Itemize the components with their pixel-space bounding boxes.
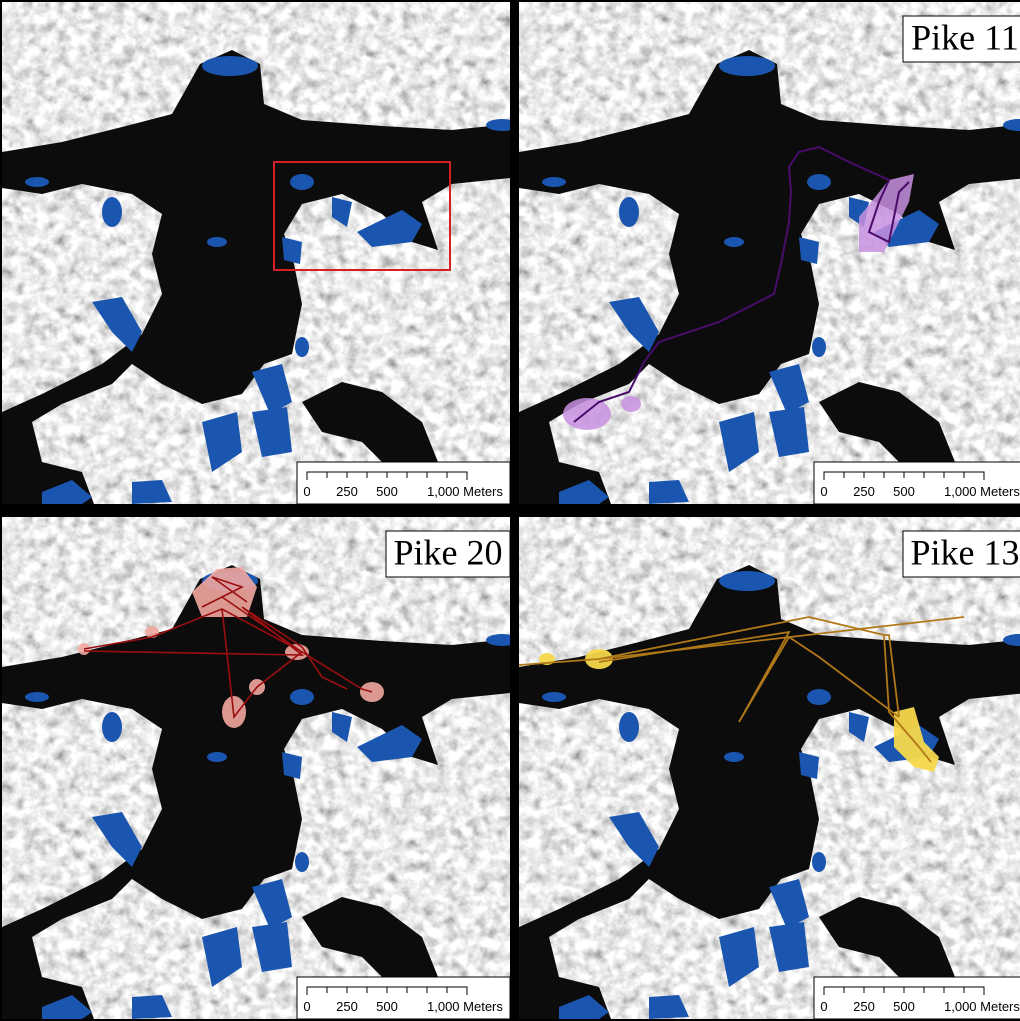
scale-label: 1,000 Meters [944,999,1020,1014]
scale-label: 0 [303,484,310,499]
scale-label: 500 [893,999,915,1014]
panel: 0 250 500 1,000 Meters Pike 11 [519,2,1020,504]
scale-label: 0 [820,999,827,1014]
panel: 0 250 500 1,000 Meters Pike 20 [2,517,518,1019]
panel-label: Pike 11 [911,17,1019,57]
map-figure: 0 250 500 1,000 Meters 0 250 500 1,000 M… [0,0,1020,1021]
scale-label: 1,000 Meters [427,999,503,1014]
scale-label: 1,000 Meters [427,484,503,499]
base-map [519,517,1020,1019]
base-map [2,517,518,1019]
scale-label: 250 [336,999,358,1014]
panel-label: Pike 20 [393,532,502,572]
base-map [2,2,518,504]
panel: 0 250 500 1,000 Meters Pike 13 [519,517,1020,1019]
scale-label: 500 [376,999,398,1014]
scale-label: 250 [336,484,358,499]
scale-label: 0 [303,999,310,1014]
scale-label: 250 [853,999,875,1014]
panel-label: Pike 13 [910,532,1019,572]
panel: 0 250 500 1,000 Meters [2,2,518,504]
scale-label: 250 [853,484,875,499]
scale-label: 500 [376,484,398,499]
scale-label: 0 [820,484,827,499]
scale-label: 500 [893,484,915,499]
scale-label: 1,000 Meters [944,484,1020,499]
